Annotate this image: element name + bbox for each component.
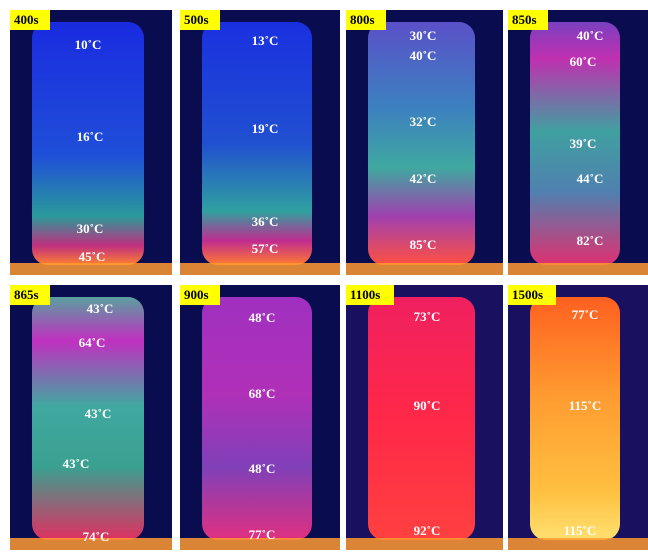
- time-label: 800s: [350, 12, 375, 27]
- floor-glow: [10, 263, 172, 275]
- temperature-label: 30˚C: [410, 28, 437, 43]
- time-label: 500s: [184, 12, 209, 27]
- thermal-panel: 850s 40˚C 60˚C 39˚C 44˚C 82˚C: [508, 10, 648, 275]
- temperature-label: 115˚C: [564, 523, 597, 538]
- thermal-panel: 800s 30˚C 40˚C 32˚C 42˚C 85˚C: [346, 10, 503, 275]
- temperature-label: 43˚C: [63, 456, 90, 471]
- temperature-label: 32˚C: [410, 114, 437, 129]
- temperature-label: 57˚C: [252, 241, 279, 256]
- temperature-label: 45˚C: [79, 249, 106, 264]
- heated-object: [202, 297, 312, 540]
- temperature-label: 42˚C: [410, 171, 437, 186]
- thermal-panel: 1100s 73˚C 90˚C 92˚C: [346, 285, 503, 550]
- temperature-label: 68˚C: [249, 386, 276, 401]
- temperature-label: 43˚C: [87, 301, 114, 316]
- temperature-label: 73˚C: [414, 309, 441, 324]
- thermal-panel: 865s 43˚C 64˚C 43˚C 43˚C 74˚C: [10, 285, 172, 550]
- floor-glow: [346, 263, 503, 275]
- temperature-label: 40˚C: [577, 28, 604, 43]
- temperature-label: 44˚C: [577, 171, 604, 186]
- heated-object: [530, 297, 620, 540]
- time-label: 865s: [14, 287, 39, 302]
- time-label: 400s: [14, 12, 39, 27]
- temperature-label: 60˚C: [570, 54, 597, 69]
- floor-glow: [508, 263, 648, 275]
- temperature-label: 40˚C: [410, 48, 437, 63]
- time-label: 900s: [184, 287, 209, 302]
- floor-glow: [508, 538, 648, 550]
- temperature-label: 43˚C: [85, 406, 112, 421]
- floor-glow: [346, 538, 503, 550]
- time-label: 1500s: [512, 287, 543, 302]
- temperature-label: 77˚C: [249, 527, 276, 542]
- temperature-label: 90˚C: [414, 398, 441, 413]
- temperature-label: 13˚C: [252, 33, 279, 48]
- temperature-label: 74˚C: [83, 529, 110, 544]
- temperature-label: 36˚C: [252, 214, 279, 229]
- temperature-label: 92˚C: [414, 523, 441, 538]
- temperature-label: 48˚C: [249, 310, 276, 325]
- temperature-label: 64˚C: [79, 335, 106, 350]
- temperature-label: 115˚C: [569, 398, 602, 413]
- thermal-panel: 1500s 77˚C 115˚C 115˚C: [508, 285, 648, 550]
- temperature-label: 30˚C: [77, 221, 104, 236]
- heated-object: [368, 297, 475, 540]
- temperature-label: 10˚C: [75, 37, 102, 52]
- thermal-panel: 900s 48˚C 68˚C 48˚C 77˚C: [180, 285, 340, 550]
- time-label: 1100s: [350, 287, 380, 302]
- thermal-panel: 400s 10˚C 16˚C 30˚C 45˚C: [10, 10, 172, 275]
- time-label: 850s: [512, 12, 537, 27]
- thermal-panel: 500s 13˚C 19˚C 36˚C 57˚C: [180, 10, 340, 275]
- temperature-label: 82˚C: [577, 233, 604, 248]
- temperature-label: 48˚C: [249, 461, 276, 476]
- thermal-image-grid: 400s 10˚C 16˚C 30˚C 45˚C 500s 13˚C 19˚C 36˚C 57˚C…: [0, 0, 648, 559]
- temperature-label: 16˚C: [77, 129, 104, 144]
- temperature-label: 77˚C: [572, 307, 599, 322]
- floor-glow: [180, 263, 340, 275]
- temperature-label: 39˚C: [570, 136, 597, 151]
- temperature-label: 19˚C: [252, 121, 279, 136]
- temperature-label: 85˚C: [410, 237, 437, 252]
